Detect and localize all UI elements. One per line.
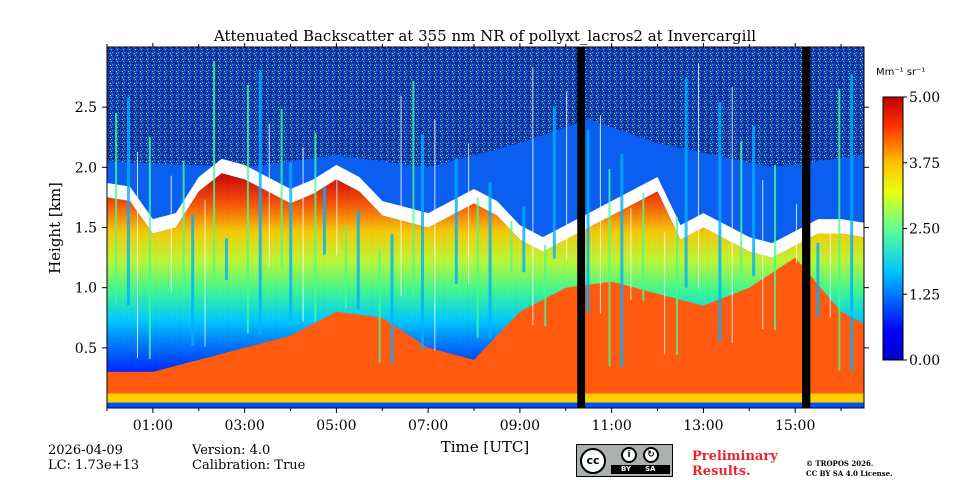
colorbar-tick-label: 0.00	[909, 353, 940, 369]
x-tick-label: 15:00	[775, 418, 815, 434]
colorbar-tick-label: 3.75	[909, 156, 940, 172]
copyright-line2: CC BY SA 4.0 License.	[806, 469, 893, 478]
by-label: BY	[621, 465, 632, 473]
colorbar-tick-label: 5.00	[909, 90, 940, 106]
cc-license-badge: cc i ↻ BY SA	[576, 444, 673, 477]
x-tick-label: 07:00	[408, 418, 448, 434]
preliminary-line1: Preliminary	[692, 449, 778, 464]
footer-version: Version: 4.0	[192, 443, 271, 458]
preliminary-line2: Results.	[692, 464, 751, 479]
share-alike-icon: ↻	[643, 447, 659, 463]
cc-logo-icon: cc	[580, 448, 606, 474]
masked-period-bar	[577, 47, 586, 408]
colorbar-unit-label: Mm⁻¹ sr⁻¹	[876, 67, 925, 78]
colorbar-tick-label: 1.25	[909, 287, 940, 303]
plot-area	[107, 47, 864, 408]
x-tick-label: 05:00	[316, 418, 356, 434]
masked-period-bar	[802, 47, 811, 408]
y-tick-label: 1.5	[75, 221, 97, 237]
y-axis-label: Height [km]	[46, 182, 64, 274]
cloud-region	[107, 158, 864, 258]
chart-title: Attenuated Backscatter at 355 nm NR of p…	[213, 27, 756, 45]
y-tick-label: 0.5	[75, 341, 97, 357]
colorbar-ticks: 0.00 1.25 2.50 3.75 5.00	[903, 90, 940, 369]
x-tick-label: 01:00	[133, 418, 173, 434]
x-tick-label: 03:00	[224, 418, 264, 434]
virga-streaks	[107, 60, 854, 372]
attribution-icon: i	[621, 447, 637, 463]
y-axis: 0.5 1.0 1.5 2.0 2.5	[75, 100, 869, 357]
x-axis: 01:00 03:00 05:00 07:00 09:00 11:00 13:00 15:00	[106, 43, 842, 434]
license-strip: BY SA	[611, 465, 670, 474]
copyright-notice: © TROPOS 2026. CC BY SA 4.0 License.	[806, 459, 893, 479]
ground-bottom-band	[107, 402, 864, 408]
footer-calibration: Calibration: True	[192, 458, 306, 473]
x-tick-label: 09:00	[500, 418, 540, 434]
footer-lc: LC: 1.73e+13	[48, 458, 140, 473]
colorbar-tick-label: 2.50	[909, 222, 940, 238]
colorbar	[882, 96, 904, 361]
x-tick-label: 13:00	[683, 418, 723, 434]
y-tick-label: 2.5	[75, 100, 97, 116]
y-tick-label: 1.0	[75, 281, 97, 297]
y-tick-label: 2.0	[75, 160, 97, 176]
preliminary-notice: Preliminary Results.	[692, 449, 778, 479]
boundary-layer	[107, 257, 864, 394]
sa-label: SA	[645, 465, 656, 473]
x-tick-label: 11:00	[591, 418, 631, 434]
copyright-line1: © TROPOS 2026.	[806, 459, 874, 468]
footer-date: 2026-04-09	[48, 443, 123, 458]
x-axis-label: Time [UTC]	[441, 438, 530, 456]
masked-periods	[577, 47, 811, 408]
